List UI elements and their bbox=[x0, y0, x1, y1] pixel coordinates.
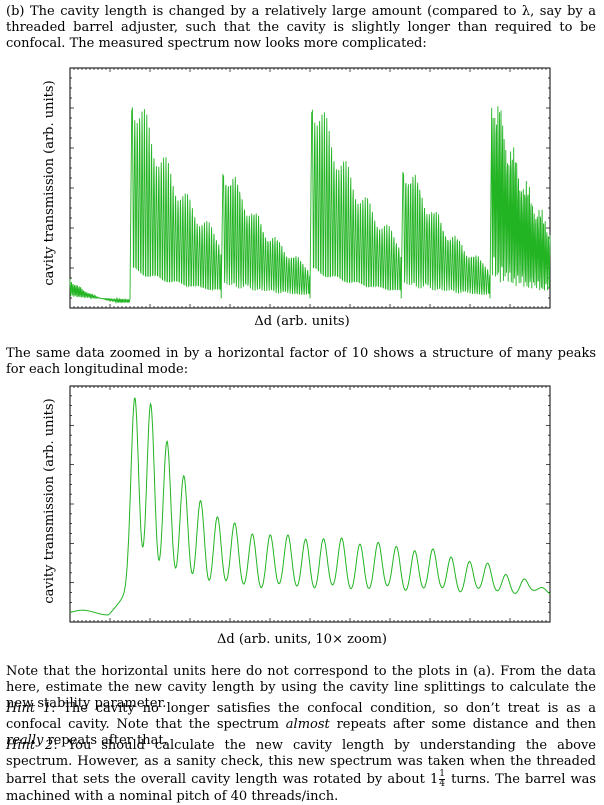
hint-2-frac-den: 4 bbox=[439, 780, 445, 789]
intro-paragraph: (b) The cavity length is changed by a re… bbox=[6, 4, 596, 52]
chart1-series-trace bbox=[70, 106, 550, 302]
figure-1-plot bbox=[0, 60, 604, 320]
hint-1-almost: almost bbox=[286, 717, 330, 732]
figure-2-xlabel: Δd (arb. units, 10× zoom) bbox=[0, 632, 604, 648]
hint-2-paragraph: Hint 2: You should calculate the new cav… bbox=[6, 738, 596, 805]
figure-1: cavity transmission (arb. units) Δd (arb… bbox=[0, 60, 604, 335]
hint-1-label: Hint 1 bbox=[6, 701, 51, 716]
hint-2-label: Hint 2 bbox=[6, 738, 53, 753]
figure-2: cavity transmission (arb. units) Δd (arb… bbox=[0, 380, 604, 650]
hint-1-text-b: repeats after some distance and then bbox=[330, 717, 596, 732]
chart2-frame bbox=[70, 386, 550, 622]
figure-2-plot bbox=[0, 380, 604, 636]
chart2-series-trace bbox=[70, 398, 550, 615]
figure-1-xlabel: Δd (arb. units) bbox=[0, 314, 604, 330]
mid-paragraph: The same data zoomed in by a horizontal … bbox=[6, 346, 596, 378]
